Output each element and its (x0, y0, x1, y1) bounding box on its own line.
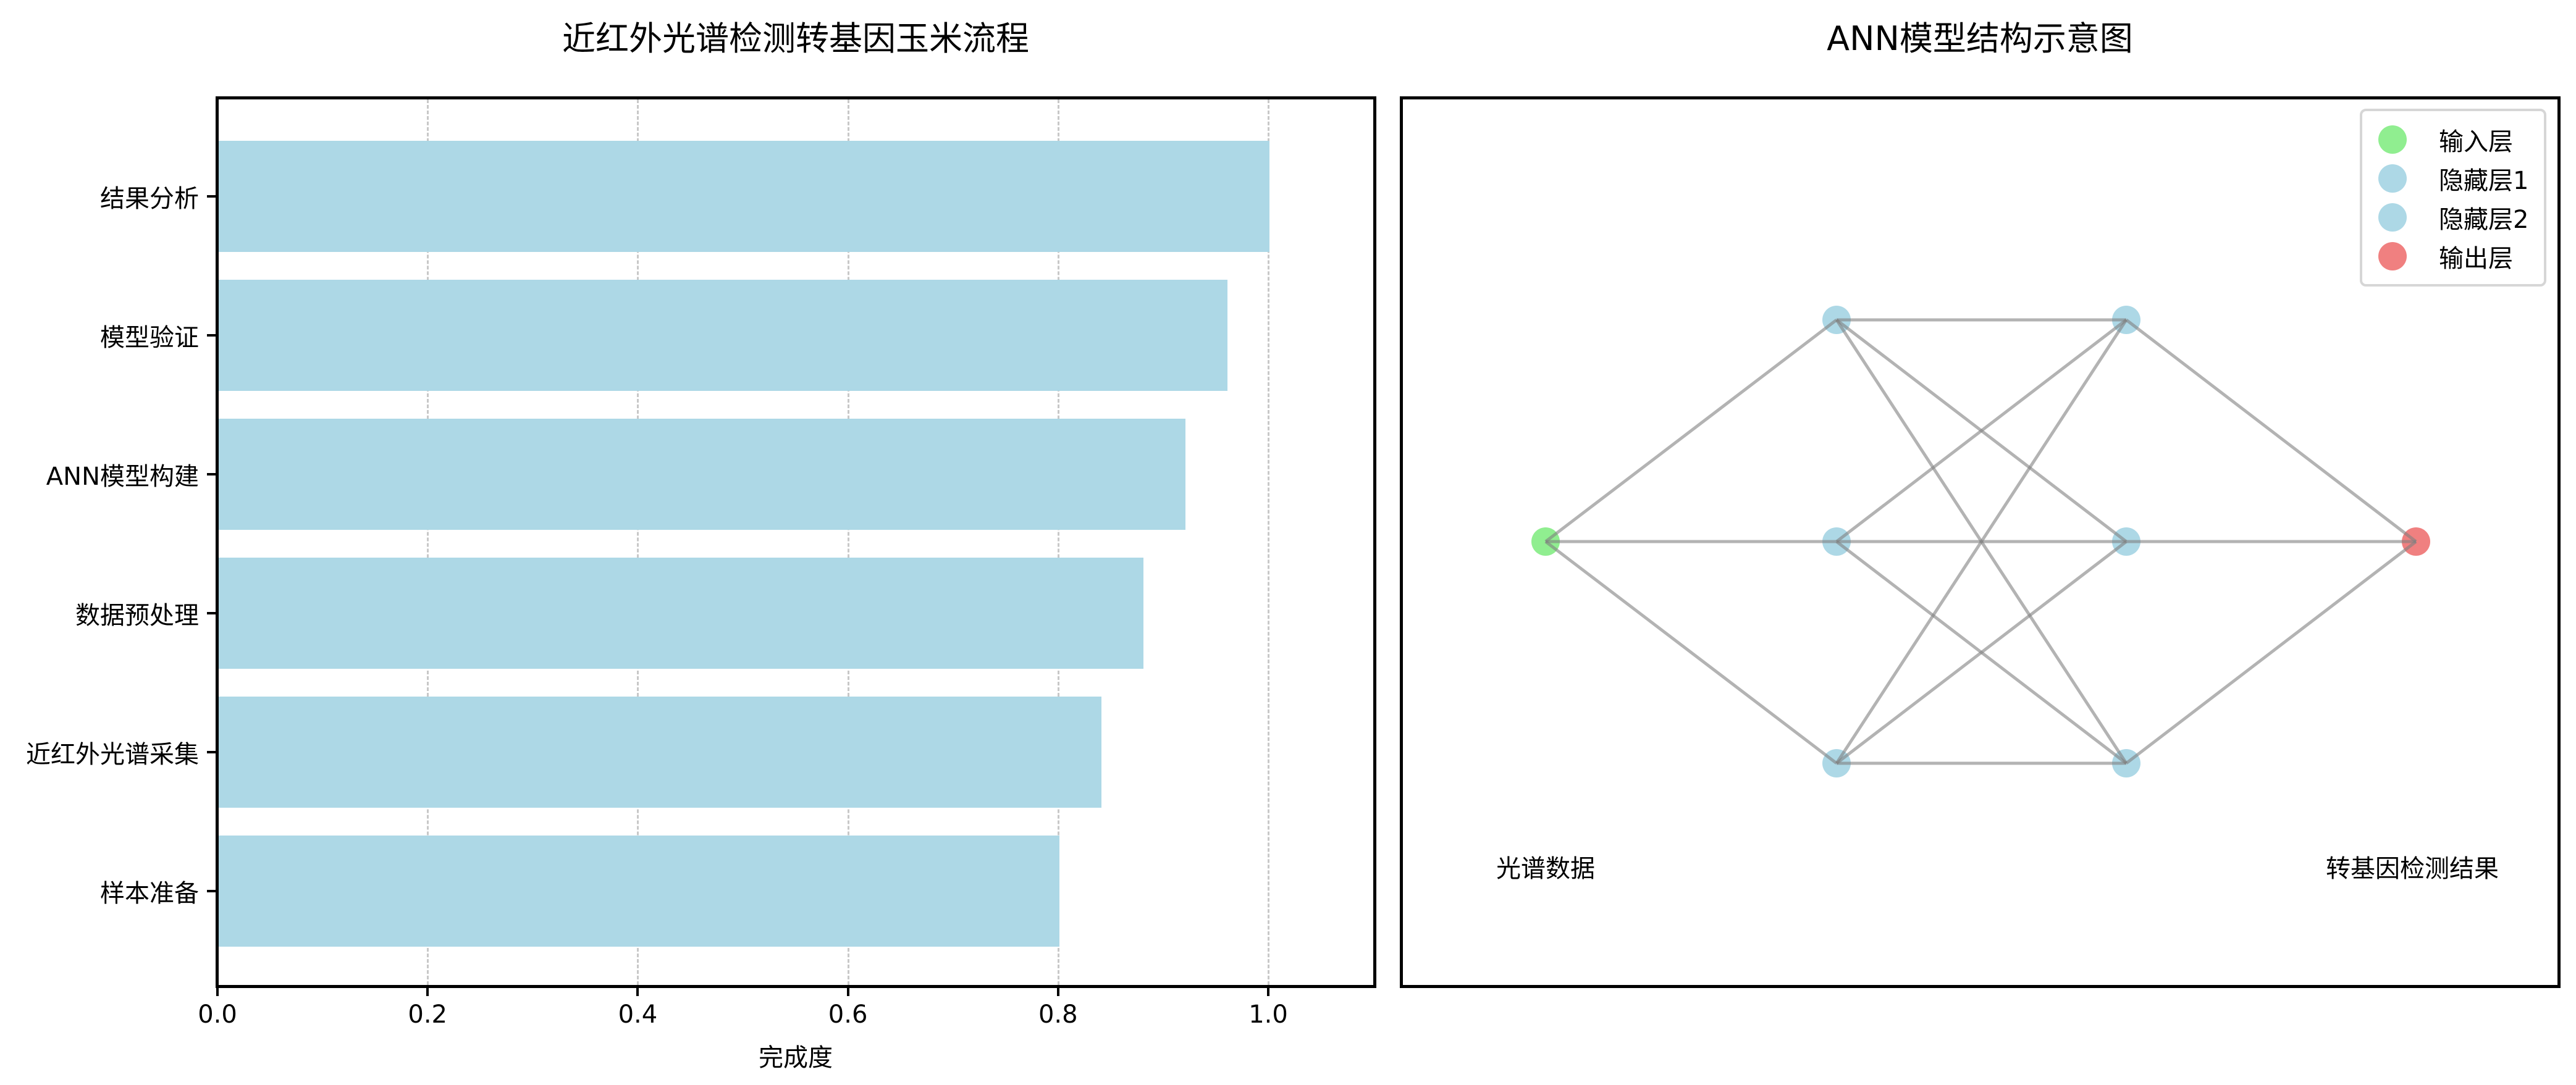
y-tick-label: 结果分析 (100, 185, 199, 213)
bar-chart-axes (216, 96, 1376, 988)
x-tick-mark (426, 986, 429, 996)
red-circle-icon (2378, 241, 2407, 270)
legend-label: 隐藏层2 (2439, 205, 2529, 234)
x-gridline (427, 99, 429, 985)
y-tick-mark (207, 334, 217, 337)
x-gridline (847, 99, 849, 985)
x-tick-mark (1267, 986, 1269, 996)
connection-edge (1835, 540, 2128, 765)
bar (219, 280, 1227, 391)
connection-edge (2125, 540, 2417, 765)
legend: 输入层 隐藏层1 隐藏层2 输出层 (2360, 109, 2546, 287)
blue-circle-icon (2378, 203, 2407, 232)
connection-edge (1544, 319, 1838, 543)
left-chart-title: 近红外光谱检测转基因玉米流程 (562, 19, 1029, 58)
y-tick-mark (207, 890, 217, 892)
x-tick-label: 0.8 (1038, 1000, 1078, 1029)
x-tick-mark (1056, 986, 1059, 996)
y-tick-label: 样本准备 (100, 879, 199, 908)
legend-label: 隐藏层1 (2439, 166, 2529, 195)
x-axis-label: 完成度 (759, 1044, 833, 1072)
bar (219, 836, 1059, 947)
x-tick-label: 0.6 (828, 1000, 868, 1029)
bar (219, 558, 1143, 669)
x-tick-mark (216, 986, 219, 996)
legend-item-output-layer: 输出层 (2378, 237, 2529, 275)
bar (219, 141, 1269, 252)
y-tick-label: 近红外光谱采集 (26, 740, 199, 769)
y-tick-mark (207, 612, 217, 614)
connection-edge (2125, 319, 2417, 543)
connection-edge (1544, 540, 1838, 765)
y-tick-label: 模型验证 (100, 324, 199, 352)
x-tick-mark (636, 986, 639, 996)
bar (219, 697, 1101, 808)
y-tick-mark (207, 751, 217, 753)
blue-circle-icon (2378, 164, 2407, 193)
network-edges (1544, 318, 2417, 765)
y-tick-label: 数据预处理 (75, 601, 199, 630)
legend-item-hidden-layer-1: 隐藏层1 (2378, 159, 2529, 198)
right-chart-title: ANN模型结构示意图 (1827, 19, 2133, 58)
y-tick-mark (207, 473, 217, 475)
legend-label: 输入层 (2439, 127, 2513, 156)
green-circle-icon (2378, 125, 2407, 154)
connection-edge (1835, 319, 2128, 543)
legend-label: 输出层 (2439, 244, 2513, 273)
y-tick-label: ANN模型构建 (46, 463, 199, 491)
x-tick-label: 1.0 (1248, 1000, 1288, 1029)
connection-edge (1835, 319, 2128, 765)
bar (219, 419, 1185, 530)
output-annotation: 转基因检测结果 (2326, 855, 2499, 883)
x-tick-label: 0.0 (198, 1000, 237, 1029)
x-tick-label: 0.4 (618, 1000, 658, 1029)
x-gridline (637, 99, 639, 985)
y-tick-mark (207, 195, 217, 198)
legend-item-hidden-layer-2: 隐藏层2 (2378, 198, 2529, 237)
x-tick-label: 0.2 (408, 1000, 447, 1029)
input-annotation: 光谱数据 (1496, 855, 1595, 883)
x-gridline (1057, 99, 1059, 985)
x-tick-mark (846, 986, 849, 996)
x-gridline (1268, 99, 1269, 985)
legend-item-input-layer: 输入层 (2378, 120, 2529, 159)
